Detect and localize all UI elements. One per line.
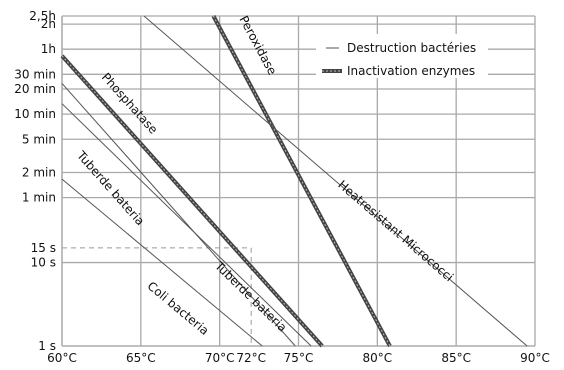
y-tick-label-8: 1 min xyxy=(22,191,56,205)
y-tick-label-11: 1 s xyxy=(38,339,56,353)
series-layer xyxy=(60,15,528,348)
series-label-5: Coli bacteria xyxy=(145,279,212,338)
legend-box xyxy=(316,34,488,78)
y-tick-label-10: 10 s xyxy=(31,256,56,270)
y-tick-label-1: 2h xyxy=(41,17,56,31)
y-tick-label-5: 10 min xyxy=(14,107,56,121)
x-tick-label-1: 65°C xyxy=(126,351,156,365)
x-tick-label-3: 72°C xyxy=(236,351,266,365)
y-tick-label-6: 5 min xyxy=(22,132,56,146)
y-tick-label-7: 2 min xyxy=(22,165,56,179)
series-label-2: Heatresistant Micrococci xyxy=(335,178,456,285)
legend: Destruction bactéries Inactivation enzyme… xyxy=(316,34,488,78)
y-tick-label-2: 1h xyxy=(41,42,56,56)
legend-label-1: Inactivation enzymes xyxy=(347,64,475,78)
y-tick-label-9: 15 s xyxy=(31,241,56,255)
series-line-0 xyxy=(211,15,392,347)
grid-layer xyxy=(61,15,536,347)
x-tick-label-4: 75°C xyxy=(284,351,314,365)
y-tick-label-4: 20 min xyxy=(14,82,56,96)
x-tick-label-0: 60°C xyxy=(47,351,77,365)
series-label-3: Tuberde bateria xyxy=(73,148,147,229)
y-tick-label-0: 2,5h xyxy=(29,9,56,23)
x-tick-label-2: 70°C xyxy=(205,351,235,365)
series-line-3 xyxy=(61,83,296,347)
legend-label-0: Destruction bactéries xyxy=(347,41,476,55)
series-line-5 xyxy=(61,178,263,347)
x-tick-label-7: 90°C xyxy=(520,351,550,365)
series-line-texture-1 xyxy=(61,55,323,347)
series-line-4 xyxy=(61,103,312,347)
x-tick-label-5: 80°C xyxy=(363,351,393,365)
series-line-2 xyxy=(143,15,528,347)
y-tick-label-3: 30 min xyxy=(14,67,56,81)
x-tick-label-6: 85°C xyxy=(441,351,471,365)
series-label-1: Phosphatase xyxy=(99,70,161,136)
series-line-1 xyxy=(60,54,324,348)
